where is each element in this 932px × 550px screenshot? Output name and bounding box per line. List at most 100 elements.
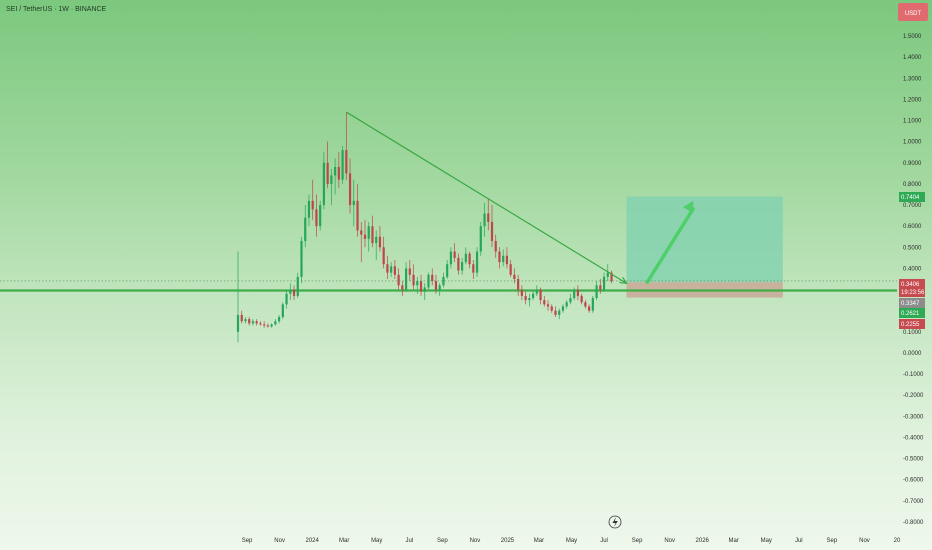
x-tick-label: Nov xyxy=(664,538,675,544)
candle-body xyxy=(326,162,329,184)
candle-body xyxy=(446,264,449,277)
x-tick-label: Mar xyxy=(534,538,544,544)
candle-body xyxy=(363,234,367,239)
price-badge-support xyxy=(899,308,925,318)
y-tick-label: 1.4000 xyxy=(903,55,922,61)
candle-body xyxy=(505,255,509,265)
candle-body xyxy=(483,213,486,227)
descending-trendline[interactable] xyxy=(346,111,627,284)
candle-body xyxy=(517,279,520,290)
candle-body xyxy=(438,285,441,290)
x-tick-label: Nov xyxy=(274,538,285,544)
candle-body xyxy=(468,253,471,265)
y-tick-label: 1.2000 xyxy=(903,97,922,103)
x-tick-label: 2026 xyxy=(696,538,710,544)
y-tick-label: -0.6000 xyxy=(903,478,924,484)
x-tick-label: Nov xyxy=(859,538,870,544)
candle-body xyxy=(595,285,598,299)
candle-body xyxy=(307,200,311,218)
candle-body xyxy=(292,289,296,296)
candle-body xyxy=(569,298,572,303)
currency-button-label: USDT xyxy=(905,11,922,17)
candle-body xyxy=(337,167,340,180)
candle-body xyxy=(304,217,307,241)
x-tick-label: Jul xyxy=(405,538,413,544)
candle-body xyxy=(259,323,262,325)
target-zone[interactable] xyxy=(626,196,783,283)
currency-button[interactable]: USDT xyxy=(898,3,928,21)
y-tick-label: -0.7000 xyxy=(903,499,924,505)
candle-body xyxy=(442,276,445,286)
y-tick-label: -0.2000 xyxy=(903,393,924,399)
x-tick-label: Mar xyxy=(339,538,349,544)
candle-body xyxy=(561,306,565,311)
time-axis[interactable]: Sep Nov 2024 Mar May Jul Sep Nov 2025 Mar May Jul Se… xyxy=(242,538,901,544)
y-tick-label: -0.3000 xyxy=(903,414,924,420)
candle-body xyxy=(464,253,467,263)
countdown-label: 19:23:56 xyxy=(901,290,925,296)
x-tick-label: Sep xyxy=(632,538,643,544)
candle-body xyxy=(401,285,404,290)
candle-body xyxy=(390,266,393,273)
y-tick-label: 0.0000 xyxy=(903,351,922,357)
candle-body xyxy=(520,289,523,296)
candle-body xyxy=(513,274,516,279)
candle-body xyxy=(490,221,494,241)
candle-body xyxy=(274,321,277,325)
candle-body xyxy=(487,213,490,222)
candle-body xyxy=(602,276,606,290)
candle-body xyxy=(453,251,456,258)
candle-body xyxy=(498,251,501,263)
candle-body xyxy=(341,150,344,180)
y-tick-label: 1.3000 xyxy=(903,76,922,82)
candle-body xyxy=(367,226,370,239)
projection-arrow[interactable] xyxy=(645,207,695,284)
candle-body xyxy=(375,236,378,244)
candle-body xyxy=(419,281,423,292)
candle-body xyxy=(244,319,247,322)
price-badge-entry xyxy=(899,298,925,308)
candle-body xyxy=(531,293,535,299)
x-tick-label: Sep xyxy=(827,538,838,544)
x-tick-label: May xyxy=(371,538,382,544)
candle-body xyxy=(543,300,546,305)
x-tick-label: Nov xyxy=(470,538,481,544)
y-tick-label: 1.1000 xyxy=(903,119,922,125)
candle-body xyxy=(588,306,591,311)
position-zones xyxy=(626,196,783,298)
x-tick-label: 2024 xyxy=(305,538,319,544)
candle-body xyxy=(348,173,352,206)
candle-body xyxy=(412,274,415,286)
candle-body xyxy=(386,264,389,273)
y-tick-label: 1.5000 xyxy=(903,34,922,40)
candle-body xyxy=(580,295,583,303)
candle-body xyxy=(356,200,359,231)
candle-body xyxy=(457,257,460,271)
x-tick-label: Sep xyxy=(437,538,448,544)
price-badge-label: 0.3406 xyxy=(901,282,920,288)
y-tick-label: -0.4000 xyxy=(903,435,924,441)
candle-body xyxy=(431,274,434,282)
candle-body xyxy=(535,289,538,294)
candle-body xyxy=(281,304,284,318)
y-tick-label: -0.8000 xyxy=(903,520,924,526)
candle-body xyxy=(546,304,550,307)
lightning-icon[interactable] xyxy=(608,515,622,529)
candle-body xyxy=(382,247,385,265)
candle-body xyxy=(416,281,419,286)
candle-body xyxy=(360,230,363,235)
candle-body xyxy=(352,200,355,206)
candle-body xyxy=(479,226,482,252)
y-tick-label: -0.1000 xyxy=(903,372,924,378)
candle-body xyxy=(378,236,382,248)
candle-body xyxy=(397,274,400,286)
y-tick-label: 0.9000 xyxy=(903,161,922,167)
candle-body xyxy=(472,264,475,273)
price-badge-target xyxy=(899,192,925,202)
candle-body xyxy=(263,324,266,326)
y-tick-label: 1.0000 xyxy=(903,140,922,146)
candle-body xyxy=(528,298,531,301)
y-tick-label: -0.5000 xyxy=(903,457,924,463)
candle-body xyxy=(251,321,255,324)
